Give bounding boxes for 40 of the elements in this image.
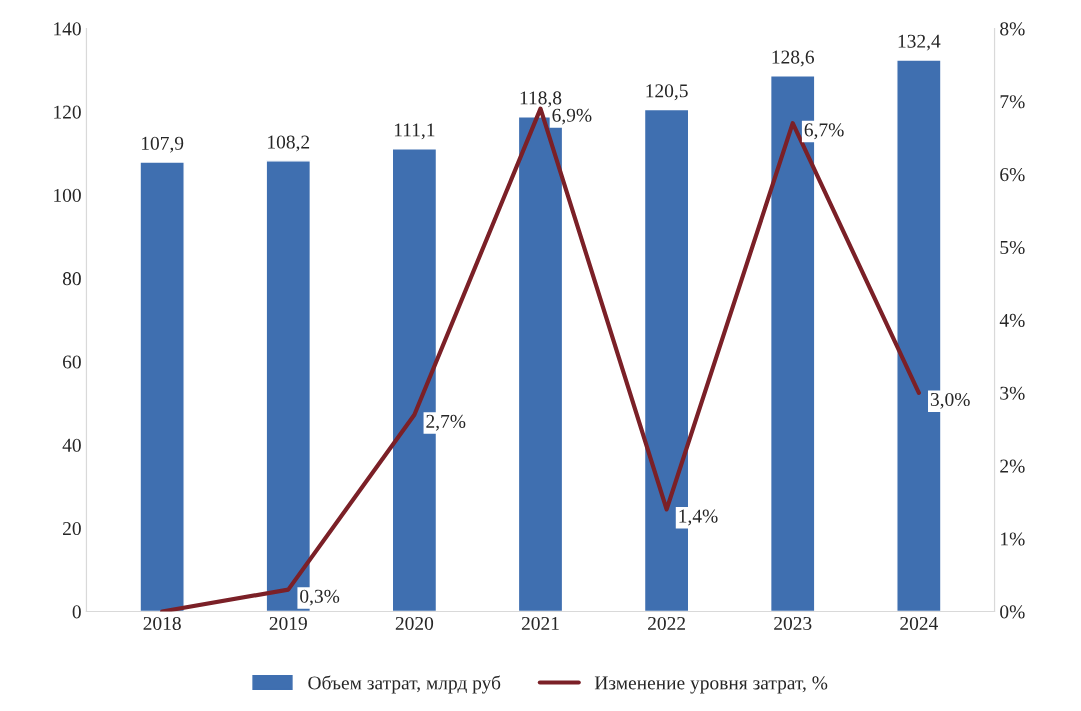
data-label: 111,1 bbox=[394, 123, 435, 140]
y-tick-label: 140 bbox=[54, 22, 81, 36]
data-label: 132,4 bbox=[898, 34, 941, 51]
y-tick-label: 20 bbox=[63, 521, 81, 536]
y-tick-label: 120 bbox=[54, 105, 81, 119]
y2-tick-label: 8% bbox=[1000, 22, 1025, 36]
x-tick-label: 2023 bbox=[774, 616, 812, 631]
data-label: 6,7% bbox=[804, 123, 844, 140]
data-label: 118,8 bbox=[520, 91, 562, 108]
data-label: 3,0% bbox=[930, 392, 970, 409]
data-label: 2,7% bbox=[426, 414, 466, 431]
y2-tick-label: 6% bbox=[1000, 168, 1025, 182]
y2-tick-label: 7% bbox=[1000, 95, 1025, 109]
y2-tick-label: 5% bbox=[1000, 240, 1025, 255]
y2-tick-label: 1% bbox=[1001, 532, 1025, 546]
x-tick-label: 2018 bbox=[143, 616, 181, 631]
x-tick-label: 2022 bbox=[648, 616, 685, 631]
y2-tick-label: 0% bbox=[1000, 605, 1025, 619]
data-label: 6,9% bbox=[552, 108, 592, 125]
y2-tick-label: 2% bbox=[1000, 459, 1025, 473]
y-tick-label: 60 bbox=[63, 355, 81, 369]
data-label: 120,5 bbox=[646, 84, 688, 101]
data-label: 128,6 bbox=[772, 50, 815, 67]
y-tick-label: 100 bbox=[54, 188, 81, 202]
legend-label: Объем затрат, млрд руб bbox=[308, 675, 501, 694]
y-tick-label: 0 bbox=[72, 605, 81, 619]
data-label: 0,3% bbox=[300, 589, 340, 606]
data-label: 108,2 bbox=[268, 135, 310, 152]
legend-label: Изменение уровня затрат, % bbox=[594, 676, 828, 694]
y2-tick-label: 3% bbox=[1000, 386, 1025, 400]
bar bbox=[139, 161, 185, 612]
y-tick-label: 40 bbox=[62, 438, 81, 452]
data-label: 107,9 bbox=[141, 136, 184, 153]
data-label: 1,4% bbox=[679, 509, 718, 526]
y-tick-label: 80 bbox=[62, 272, 81, 286]
x-tick-label: 2021 bbox=[521, 616, 559, 631]
y2-tick-label: 4% bbox=[999, 313, 1025, 327]
x-tick-label: 2024 bbox=[900, 616, 938, 631]
x-tick-label: 2020 bbox=[395, 616, 434, 631]
x-tick-label: 2019 bbox=[269, 616, 307, 631]
